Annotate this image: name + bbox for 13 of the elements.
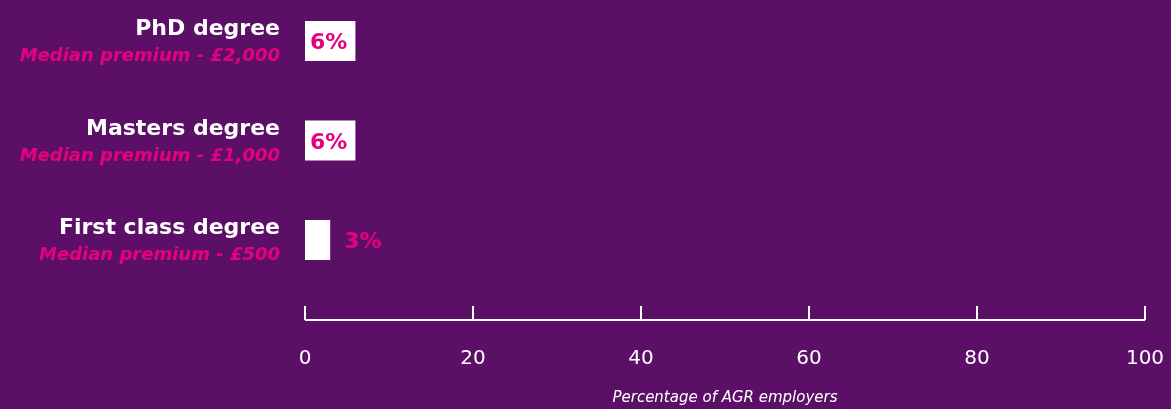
y-tick-label: First class degree Median premium - £500 — [39, 214, 280, 264]
x-tick-label: 60 — [796, 345, 822, 369]
x-tick-label: 0 — [298, 345, 312, 369]
x-tick-label: 40 — [628, 345, 654, 369]
x-tick-label: 80 — [964, 345, 990, 369]
y-tick-label: Masters degree Median premium - £1,000 — [19, 114, 280, 165]
y-tick-label: PhD degree Median premium - £2,000 — [19, 15, 280, 65]
x-tick-label: 100 — [1125, 345, 1165, 369]
data-label: 6% — [310, 29, 348, 54]
x-axis-title: Percentage of AGR employers — [612, 388, 838, 406]
data-label: 6% — [310, 128, 348, 154]
x-tick-label: 20 — [460, 345, 486, 369]
data-label: 3% — [344, 228, 382, 253]
